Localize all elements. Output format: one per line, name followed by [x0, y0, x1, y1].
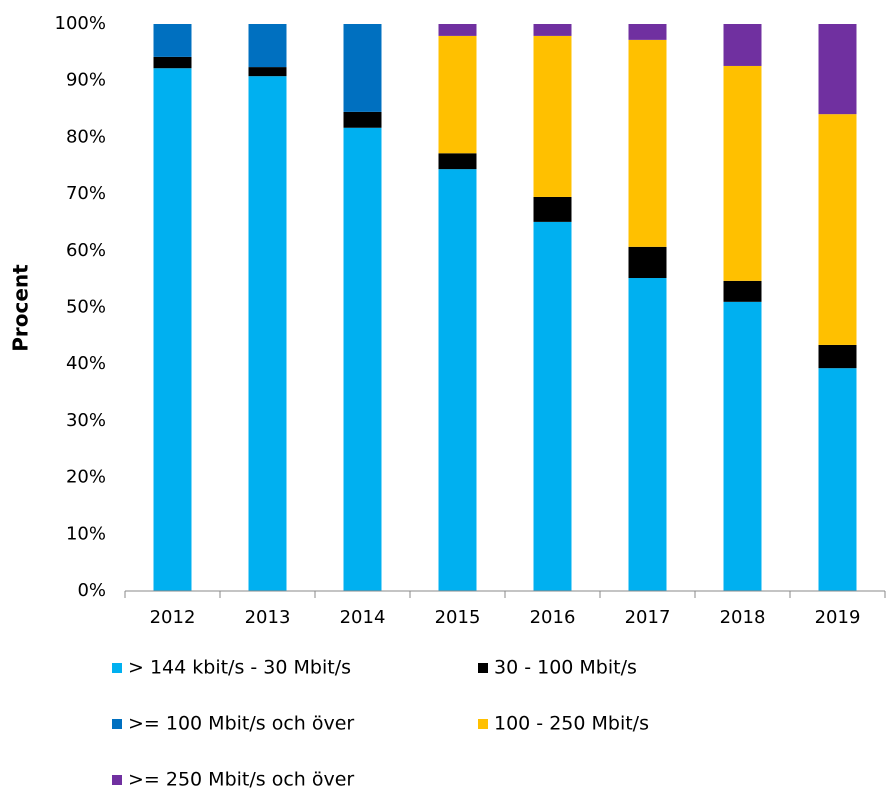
bar-segment — [818, 344, 857, 369]
bar-segment — [818, 368, 857, 591]
x-tick-label: 2016 — [530, 607, 576, 628]
bar-segment — [438, 169, 477, 592]
bar-segment — [723, 301, 762, 591]
y-tick-label: 20% — [66, 467, 106, 488]
bar-segment — [438, 24, 477, 36]
bar-segment — [533, 221, 572, 591]
bar-segment — [248, 24, 287, 68]
legend-marker — [478, 719, 488, 729]
y-tick-label: 0% — [77, 580, 106, 601]
bar-segment — [723, 24, 762, 66]
bar-segment — [533, 196, 572, 222]
y-tick-label: 30% — [66, 410, 106, 431]
x-tick-label: 2012 — [150, 607, 196, 628]
y-axis-title: Procent — [9, 264, 33, 352]
bar-segment — [628, 246, 667, 279]
bar-segment — [153, 56, 192, 69]
bar-segment — [248, 67, 287, 77]
bar-segment — [628, 24, 667, 40]
bar-segment — [343, 111, 382, 128]
bar-segment — [153, 68, 192, 591]
y-tick-label: 10% — [66, 523, 106, 544]
bar-segment — [248, 76, 287, 591]
bar-segment — [533, 24, 572, 36]
x-tick-label: 2013 — [245, 607, 291, 628]
bar-segment — [153, 24, 192, 57]
y-tick-label: 60% — [66, 240, 106, 261]
bar-segment — [628, 39, 667, 247]
legend-marker — [112, 775, 122, 785]
bar-segment — [818, 114, 857, 345]
y-tick-label: 50% — [66, 297, 106, 318]
x-tick-label: 2015 — [435, 607, 481, 628]
legend-marker — [112, 663, 122, 673]
bar-segment — [533, 35, 572, 197]
y-tick-label: 100% — [55, 13, 106, 34]
legend-marker — [112, 719, 122, 729]
bar-segment — [438, 35, 477, 154]
x-tick-label: 2018 — [720, 607, 766, 628]
x-tick-label: 2019 — [815, 607, 861, 628]
x-tick-label: 2014 — [340, 607, 386, 628]
legend-label: 30 - 100 Mbit/s — [494, 657, 637, 679]
y-tick-label: 70% — [66, 183, 106, 204]
y-tick-label: 80% — [66, 126, 106, 147]
y-tick-label: 40% — [66, 353, 106, 374]
legend-label: 100 - 250 Mbit/s — [494, 713, 649, 735]
bar-segment — [438, 153, 477, 170]
bar-segment — [343, 24, 382, 112]
y-tick-label: 90% — [66, 70, 106, 91]
legend-label: >= 250 Mbit/s och över — [128, 769, 354, 791]
legend-label: >= 100 Mbit/s och över — [128, 713, 354, 735]
legend-marker — [478, 663, 488, 673]
bar-segment — [818, 24, 857, 115]
bar-segment — [343, 127, 382, 592]
bar-segment — [723, 65, 762, 281]
bar-segment — [628, 278, 667, 591]
legend-label: > 144 kbit/s - 30 Mbit/s — [128, 657, 351, 679]
x-tick-label: 2017 — [625, 607, 671, 628]
bar-segment — [723, 280, 762, 302]
